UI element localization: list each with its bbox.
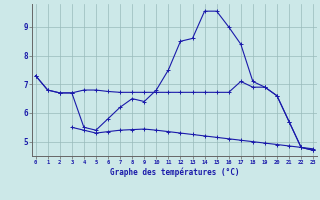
X-axis label: Graphe des températures (°C): Graphe des températures (°C) [110, 168, 239, 177]
